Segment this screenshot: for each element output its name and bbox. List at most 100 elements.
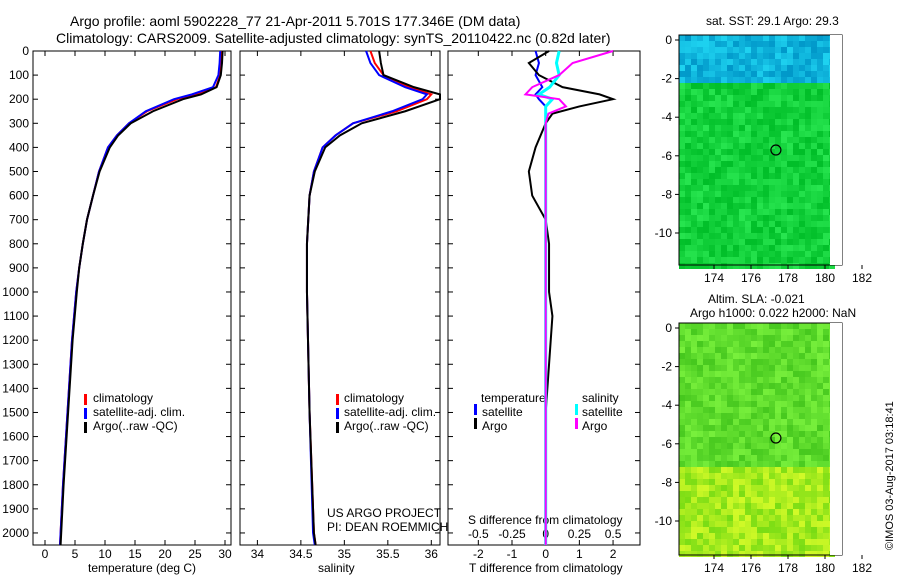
map-cell xyxy=(679,449,685,455)
map-cell xyxy=(739,263,745,269)
map-cell xyxy=(799,335,805,341)
map-cell xyxy=(745,515,751,521)
map-cell xyxy=(811,395,817,401)
map-cell xyxy=(709,197,715,203)
map-cell xyxy=(769,47,775,53)
map-cell xyxy=(733,509,739,515)
map-cell xyxy=(763,125,769,131)
map-cell xyxy=(775,137,781,143)
map-cell xyxy=(745,389,751,395)
map-cell xyxy=(757,41,763,47)
map-cell xyxy=(751,395,757,401)
map-cell xyxy=(769,419,775,425)
map-cell xyxy=(685,59,691,65)
map-cell xyxy=(781,197,787,203)
map-cell xyxy=(745,173,751,179)
map-cell xyxy=(781,527,787,533)
map-cell xyxy=(805,179,811,185)
map-cell xyxy=(757,179,763,185)
map-cell xyxy=(715,431,721,437)
map-cell xyxy=(781,185,787,191)
map-cell xyxy=(727,137,733,143)
map-cell xyxy=(679,377,685,383)
map-cell xyxy=(721,515,727,521)
xtick-label: 10 xyxy=(98,547,112,561)
map-cell xyxy=(679,485,685,491)
map-cell xyxy=(685,533,691,539)
map-cell xyxy=(775,101,781,107)
map-cell xyxy=(811,359,817,365)
map-cell xyxy=(739,521,745,527)
map-cell xyxy=(763,515,769,521)
map-cell xyxy=(745,185,751,191)
map-cell xyxy=(703,461,709,467)
xtick-label: 5 xyxy=(72,547,79,561)
map-cell xyxy=(775,257,781,263)
map-cell xyxy=(775,395,781,401)
map-cell xyxy=(811,533,817,539)
map-cell xyxy=(793,497,799,503)
title-line-1: Argo profile: aoml 5902228_77 21-Apr-201… xyxy=(70,13,521,29)
map-cell xyxy=(805,239,811,245)
map-cell xyxy=(745,215,751,221)
map-cell xyxy=(715,419,721,425)
map-cell xyxy=(769,143,775,149)
map-cell xyxy=(727,527,733,533)
map-cell xyxy=(793,521,799,527)
map-cell xyxy=(715,215,721,221)
map-cell xyxy=(745,95,751,101)
map-cell xyxy=(685,371,691,377)
map-cell xyxy=(775,503,781,509)
map-cell xyxy=(733,203,739,209)
map-cell xyxy=(703,239,709,245)
map-cell xyxy=(799,107,805,113)
map-cell xyxy=(769,245,775,251)
map-cell xyxy=(781,359,787,365)
map-cell xyxy=(703,47,709,53)
map-cell xyxy=(793,233,799,239)
map-cell xyxy=(745,341,751,347)
map-cell xyxy=(817,443,823,449)
map-cell xyxy=(787,533,793,539)
map-cell xyxy=(691,329,697,335)
map-cell xyxy=(721,221,727,227)
map-cell xyxy=(679,65,685,71)
map-cell xyxy=(739,455,745,461)
map-cell xyxy=(733,323,739,329)
map-cell xyxy=(769,383,775,389)
map-cell xyxy=(679,371,685,377)
map-cell xyxy=(775,467,781,473)
map-cell xyxy=(691,143,697,149)
map-cell xyxy=(679,167,685,173)
map-cell xyxy=(805,443,811,449)
map-cell xyxy=(763,347,769,353)
map-cell xyxy=(817,191,823,197)
legend-t-argo: Argo xyxy=(482,419,508,433)
map-cell xyxy=(697,155,703,161)
map-cell xyxy=(793,425,799,431)
map-cell xyxy=(811,503,817,509)
map-cell xyxy=(697,101,703,107)
map-cell xyxy=(817,377,823,383)
map-cell xyxy=(721,35,727,41)
map-cell xyxy=(697,89,703,95)
map-cell xyxy=(769,41,775,47)
map-cell xyxy=(769,359,775,365)
map-cell xyxy=(817,509,823,515)
map-cell xyxy=(697,77,703,83)
xtick-label: 34 xyxy=(251,547,265,561)
map-cell xyxy=(733,371,739,377)
map-cell xyxy=(787,161,793,167)
map-cell xyxy=(679,389,685,395)
map-cell xyxy=(811,203,817,209)
map-cell xyxy=(739,533,745,539)
map-cell xyxy=(757,497,763,503)
map-cell xyxy=(745,89,751,95)
map-cell xyxy=(745,545,751,551)
map-cell xyxy=(763,365,769,371)
map-cell xyxy=(727,395,733,401)
map-cell xyxy=(721,455,727,461)
map-cell xyxy=(709,479,715,485)
map-cell xyxy=(697,65,703,71)
map-cell xyxy=(751,371,757,377)
